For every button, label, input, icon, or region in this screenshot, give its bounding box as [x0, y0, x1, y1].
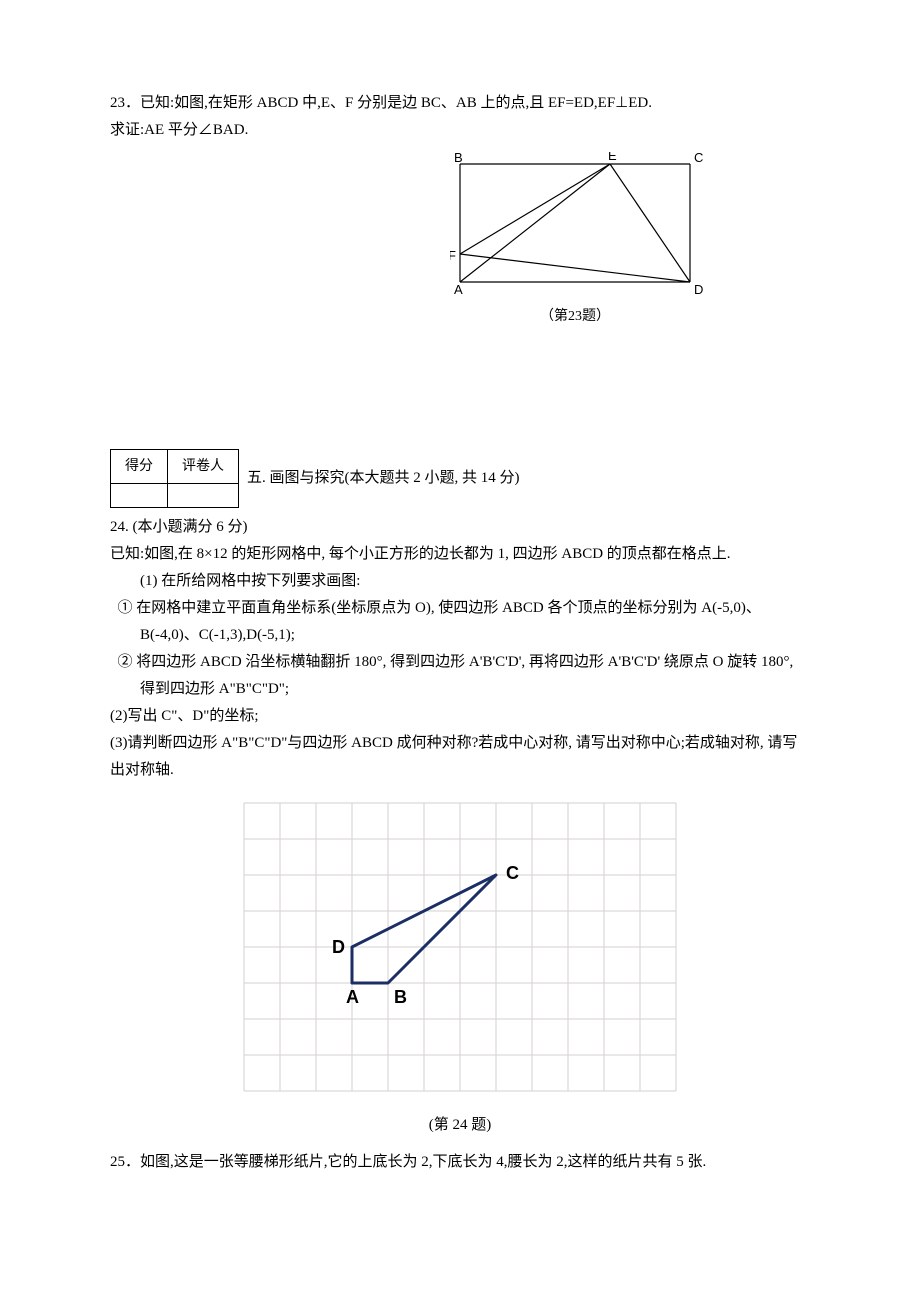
q24-item1: ① 在网格中建立平面直角坐标系(坐标原点为 O), 使四边形 ABCD 各个顶点…	[110, 595, 810, 649]
question-23: 23．已知:如图,在矩形 ABCD 中,E、F 分别是边 BC、AB 上的点,且…	[110, 90, 810, 329]
q24-sub1-lead: (1) 在所给网格中按下列要求画图:	[110, 568, 810, 595]
svg-text:B: B	[394, 987, 407, 1007]
section5-header: 得分 评卷人 五. 画图与探究(本大题共 2 小题, 共 14 分)	[110, 449, 810, 508]
svg-text:C: C	[506, 863, 519, 883]
q24-header: 24. (本小题满分 6 分)	[110, 514, 810, 541]
question-24: 24. (本小题满分 6 分) 已知:如图,在 8×12 的矩形网格中, 每个小…	[110, 514, 810, 1139]
q24-item2: ② 将四边形 ABCD 沿坐标横轴翻折 180°, 得到四边形 A'B'C'D'…	[110, 649, 810, 703]
section5-title: 五. 画图与探究(本大题共 2 小题, 共 14 分)	[247, 465, 520, 492]
q24-sub3: (3)请判断四边形 A"B"C"D"与四边形 ABCD 成何种对称?若成中心对称…	[110, 730, 810, 784]
q23-figure-caption: （第23题）	[450, 304, 700, 329]
svg-text:A: A	[346, 987, 359, 1007]
svg-text:F: F	[450, 248, 456, 263]
svg-text:E: E	[608, 152, 617, 163]
score-cell-1	[111, 484, 168, 508]
q24-sub2: (2)写出 C"、D"的坐标;	[110, 703, 810, 730]
question-25: 25．如图,这是一张等腰梯形纸片,它的上底长为 2,下底长为 4,腰长为 2,这…	[110, 1149, 810, 1176]
q23-number: 23．	[110, 95, 140, 111]
score-table: 得分 评卷人	[110, 449, 239, 508]
svg-text:A: A	[454, 282, 463, 297]
score-cell-2	[168, 484, 239, 508]
q23-line2: 求证:AE 平分∠BAD.	[110, 122, 248, 138]
q24-svg: A B C D	[243, 802, 677, 1092]
table-row: 得分 评卷人	[111, 450, 239, 484]
svg-text:C: C	[694, 152, 703, 165]
q23-figure: B E C F A D （第23题）	[450, 152, 810, 329]
q23-svg: B E C F A D	[450, 152, 706, 300]
q23-text: 23．已知:如图,在矩形 ABCD 中,E、F 分别是边 BC、AB 上的点,且…	[110, 90, 810, 144]
svg-text:D: D	[694, 282, 703, 297]
score-header-2: 评卷人	[168, 450, 239, 484]
score-header-1: 得分	[111, 450, 168, 484]
q24-figure: A B C D (第 24 题)	[110, 802, 810, 1139]
q23-line1: 已知:如图,在矩形 ABCD 中,E、F 分别是边 BC、AB 上的点,且 EF…	[140, 95, 652, 111]
svg-text:D: D	[332, 937, 345, 957]
svg-text:B: B	[454, 152, 463, 165]
q24-figure-caption: (第 24 题)	[110, 1112, 810, 1139]
q25-line1: 25．如图,这是一张等腰梯形纸片,它的上底长为 2,下底长为 4,腰长为 2,这…	[110, 1149, 810, 1176]
table-row	[111, 484, 239, 508]
q24-line1: 已知:如图,在 8×12 的矩形网格中, 每个小正方形的边长都为 1, 四边形 …	[110, 541, 810, 568]
